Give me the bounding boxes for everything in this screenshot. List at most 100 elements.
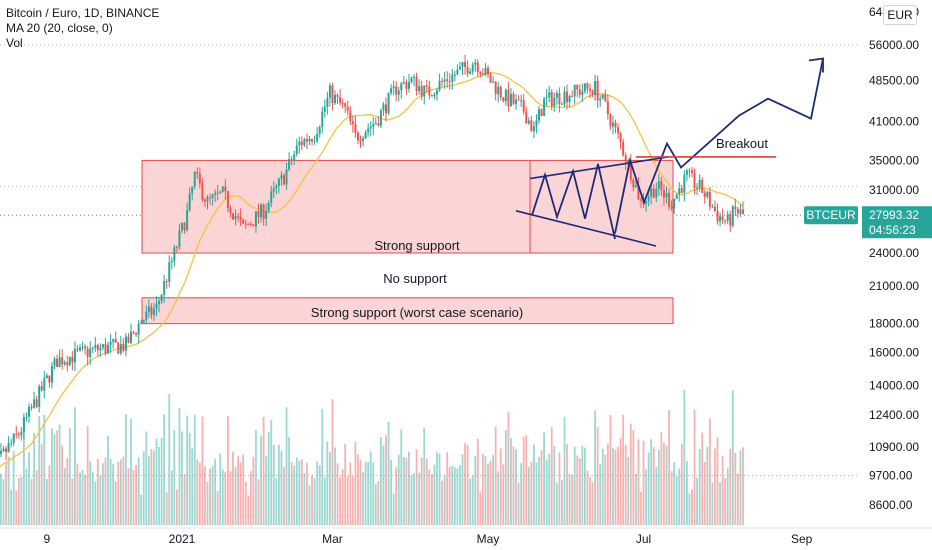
candle-body — [288, 159, 291, 170]
currency-button[interactable]: EUR — [883, 5, 917, 25]
volume-bar — [262, 416, 265, 525]
volume-bar — [308, 485, 311, 525]
candle-body — [617, 127, 620, 134]
volume-bar — [479, 491, 482, 525]
volume-bar — [402, 457, 405, 525]
volume-bar — [311, 474, 313, 525]
volume-bar — [298, 460, 301, 525]
candle-body — [734, 206, 737, 209]
y-tick-label: 41000.00 — [869, 115, 919, 129]
volume-bar — [272, 444, 275, 525]
candle-body — [586, 83, 589, 89]
candle-body — [28, 406, 30, 417]
x-tick-label: Jul — [636, 532, 651, 546]
candle-body — [0, 450, 2, 455]
volume-bar — [359, 460, 362, 525]
candle-body — [25, 416, 28, 418]
x-tick-label: 9 — [44, 532, 51, 546]
candle-body — [346, 106, 349, 111]
candle-body — [99, 347, 102, 351]
candle-body — [257, 211, 260, 217]
candle-body — [50, 366, 53, 383]
candle-body — [688, 170, 691, 172]
candle-body — [336, 95, 339, 97]
candle-body — [461, 62, 464, 67]
volume-bar — [303, 473, 306, 525]
volume-bar — [632, 430, 635, 525]
candle-body — [135, 332, 138, 335]
candle-body — [438, 80, 441, 91]
legend-symbol: Bitcoin / Euro, 1D, BINANCE — [6, 6, 160, 20]
volume-bar — [737, 473, 739, 525]
volume-bar — [109, 458, 112, 525]
candle-body — [665, 192, 668, 198]
volume-bar — [326, 441, 329, 525]
candle-body — [515, 99, 518, 104]
candle-body — [487, 67, 489, 75]
candle-body — [170, 260, 173, 263]
volume-bar — [530, 462, 533, 525]
volume-bar — [318, 465, 321, 525]
candle-body — [48, 375, 51, 383]
volume-bar — [484, 455, 487, 525]
volume-bar — [155, 438, 158, 525]
candle-body — [290, 159, 293, 161]
volume-bar — [122, 456, 125, 525]
candle-body — [22, 416, 25, 432]
ma-line — [0, 72, 744, 468]
volume-bar — [586, 470, 589, 525]
candle-body — [512, 93, 515, 104]
volume-bar — [438, 453, 441, 525]
candle-body — [178, 230, 181, 248]
volume-bar — [331, 399, 334, 525]
candle-body — [237, 216, 240, 218]
volume-bar — [71, 478, 74, 525]
volume-bar — [665, 445, 668, 525]
candle-body — [107, 344, 110, 354]
volume-bar — [459, 465, 461, 525]
candle-body — [509, 93, 512, 106]
candle-body — [448, 81, 451, 83]
volume-bar — [17, 477, 20, 525]
volume-bar — [196, 459, 199, 525]
candle-body — [173, 247, 176, 261]
candle-body — [374, 123, 377, 125]
volume-bar — [691, 489, 693, 525]
volume-bar — [132, 469, 135, 525]
candle-body — [295, 145, 298, 155]
volume-bar — [45, 479, 48, 525]
volume-bar — [517, 482, 520, 525]
candle-body — [441, 80, 444, 82]
volume-bar — [237, 456, 239, 525]
volume-bar — [663, 442, 665, 525]
candle-body — [114, 339, 117, 343]
volume-bar — [545, 459, 548, 525]
volume-bar — [186, 415, 188, 525]
candle-body — [40, 386, 43, 391]
volume-bar — [20, 476, 23, 525]
candle-body — [729, 214, 732, 226]
candle-body — [517, 99, 520, 101]
candle-body — [303, 139, 306, 146]
volume-bar — [170, 470, 173, 525]
candle-body — [313, 140, 316, 142]
candle-body — [124, 336, 127, 351]
candle-body — [267, 202, 270, 211]
candle-body — [678, 188, 681, 195]
candle-body — [578, 89, 581, 95]
candle-body — [239, 216, 242, 220]
candle-body — [168, 262, 171, 282]
candle-body — [400, 83, 403, 91]
volume-bar — [525, 435, 528, 525]
y-tick-label: 21000.00 — [869, 279, 919, 293]
candle-body — [147, 306, 150, 312]
candle-body — [165, 281, 168, 283]
candle-body — [614, 122, 617, 128]
volume-bar — [502, 464, 505, 525]
candle-body — [693, 172, 696, 188]
volume-bar — [183, 473, 186, 525]
candle-body — [731, 206, 734, 226]
candle-body — [458, 66, 461, 70]
volume-bar — [252, 456, 255, 525]
